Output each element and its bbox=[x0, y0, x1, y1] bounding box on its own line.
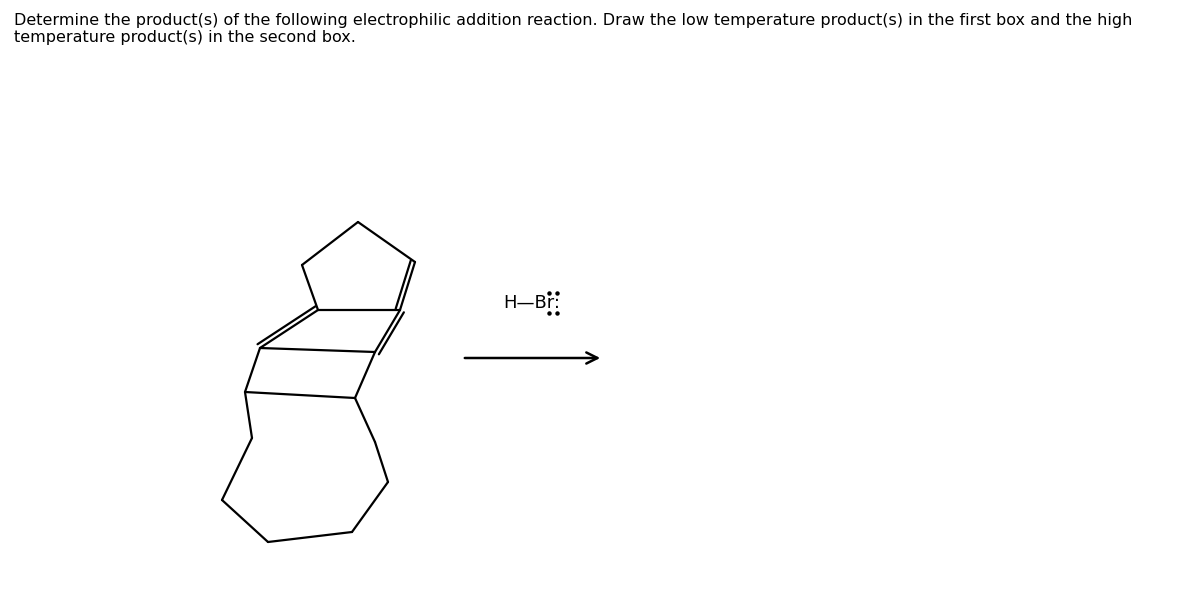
Text: Determine the product(s) of the following electrophilic addition reaction. Draw : Determine the product(s) of the followin… bbox=[14, 13, 1133, 45]
Text: H—Br:: H—Br: bbox=[503, 294, 560, 312]
